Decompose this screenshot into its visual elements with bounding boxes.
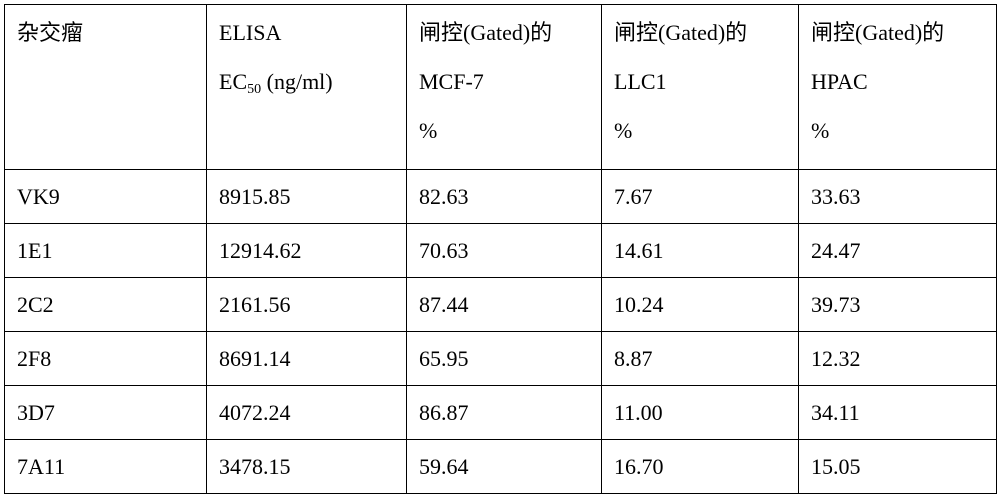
header-llc1-line1: 闸控(Gated)的 <box>614 20 748 45</box>
cell-mcf7-gated: 59.64 <box>406 439 602 494</box>
header-elisa-line1: ELISA <box>219 20 282 45</box>
header-cell-llc1: 闸控(Gated)的 LLC1 % <box>601 4 799 170</box>
header-hpac-line1: 闸控(Gated)的 <box>811 20 945 45</box>
cell-elisa-ec50: 3478.15 <box>206 439 407 494</box>
header-cell-hpac: 闸控(Gated)的 HPAC % <box>798 4 997 170</box>
header-hpac-line2: HPAC <box>811 69 868 94</box>
cell-hpac-gated: 15.05 <box>798 439 997 494</box>
cell-mcf7-gated: 82.63 <box>406 169 602 224</box>
cell-hybridoma: 3D7 <box>4 385 207 440</box>
header-mcf7-line2: MCF-7 <box>419 69 484 94</box>
cell-hybridoma: 7A11 <box>4 439 207 494</box>
header-cell-hybridoma: 杂交瘤 <box>4 4 207 170</box>
header-mcf7-line1: 闸控(Gated)的 <box>419 20 553 45</box>
header-ec-subscript: 50 <box>247 82 262 97</box>
header-elisa-line2: EC50 (ng/ml) <box>219 64 406 113</box>
cell-elisa-ec50: 12914.62 <box>206 223 407 278</box>
table-row: 2F8 8691.14 65.95 8.87 12.32 <box>4 331 997 386</box>
cell-llc1-gated: 16.70 <box>601 439 799 494</box>
table-row: 2C2 2161.56 87.44 10.24 39.73 <box>4 277 997 332</box>
header-llc1-line3: % <box>614 118 633 143</box>
header-ec-text: EC <box>219 69 248 94</box>
table-row: 3D7 4072.24 86.87 11.00 34.11 <box>4 385 997 440</box>
cell-hybridoma: 2C2 <box>4 277 207 332</box>
header-llc1-line2: LLC1 <box>614 69 667 94</box>
cell-hpac-gated: 12.32 <box>798 331 997 386</box>
cell-llc1-gated: 10.24 <box>601 277 799 332</box>
cell-elisa-ec50: 8691.14 <box>206 331 407 386</box>
cell-mcf7-gated: 70.63 <box>406 223 602 278</box>
cell-hybridoma: 2F8 <box>4 331 207 386</box>
cell-hpac-gated: 34.11 <box>798 385 997 440</box>
cell-hpac-gated: 33.63 <box>798 169 997 224</box>
cell-elisa-ec50: 2161.56 <box>206 277 407 332</box>
cell-elisa-ec50: 4072.24 <box>206 385 407 440</box>
cell-llc1-gated: 14.61 <box>601 223 799 278</box>
cell-hpac-gated: 39.73 <box>798 277 997 332</box>
cell-mcf7-gated: 87.44 <box>406 277 602 332</box>
cell-llc1-gated: 7.67 <box>601 169 799 224</box>
header-cell-elisa: ELISA EC50 (ng/ml) <box>206 4 407 170</box>
table-header-row: 杂交瘤 ELISA EC50 (ng/ml) 闸控(Gated)的 MCF-7 … <box>4 4 997 170</box>
cell-hybridoma: VK9 <box>4 169 207 224</box>
table-row: 7A11 3478.15 59.64 16.70 15.05 <box>4 439 997 494</box>
table-row: 1E1 12914.62 70.63 14.61 24.47 <box>4 223 997 278</box>
header-mcf7-line3: % <box>419 118 438 143</box>
hybridoma-data-table: 杂交瘤 ELISA EC50 (ng/ml) 闸控(Gated)的 MCF-7 … <box>4 4 997 494</box>
cell-elisa-ec50: 8915.85 <box>206 169 407 224</box>
cell-hpac-gated: 24.47 <box>798 223 997 278</box>
table-row: VK9 8915.85 82.63 7.67 33.63 <box>4 169 997 224</box>
cell-mcf7-gated: 86.87 <box>406 385 602 440</box>
header-hybridoma-label: 杂交瘤 <box>17 20 84 45</box>
cell-llc1-gated: 11.00 <box>601 385 799 440</box>
cell-mcf7-gated: 65.95 <box>406 331 602 386</box>
cell-hybridoma: 1E1 <box>4 223 207 278</box>
cell-llc1-gated: 8.87 <box>601 331 799 386</box>
header-ec-unit: (ng/ml) <box>261 69 333 94</box>
header-hpac-line3: % <box>811 118 830 143</box>
header-cell-mcf7: 闸控(Gated)的 MCF-7 % <box>406 4 602 170</box>
